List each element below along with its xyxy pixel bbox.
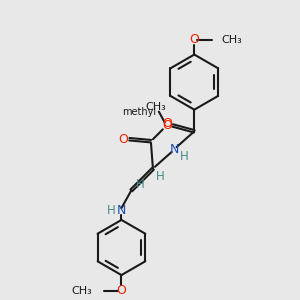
Text: O: O xyxy=(162,117,172,130)
Text: O: O xyxy=(116,284,126,297)
Text: CH₃: CH₃ xyxy=(146,102,166,112)
Text: CH₃: CH₃ xyxy=(71,286,92,296)
Text: O: O xyxy=(118,133,128,146)
Text: H: H xyxy=(136,178,145,191)
Text: O: O xyxy=(162,119,172,132)
Text: O: O xyxy=(189,33,199,46)
Text: CH₃: CH₃ xyxy=(222,35,243,45)
Text: N: N xyxy=(170,142,179,156)
Text: N: N xyxy=(117,204,126,217)
Text: H: H xyxy=(180,150,189,164)
Text: H: H xyxy=(107,204,116,217)
Text: methyl: methyl xyxy=(122,106,156,117)
Text: H: H xyxy=(155,170,164,183)
